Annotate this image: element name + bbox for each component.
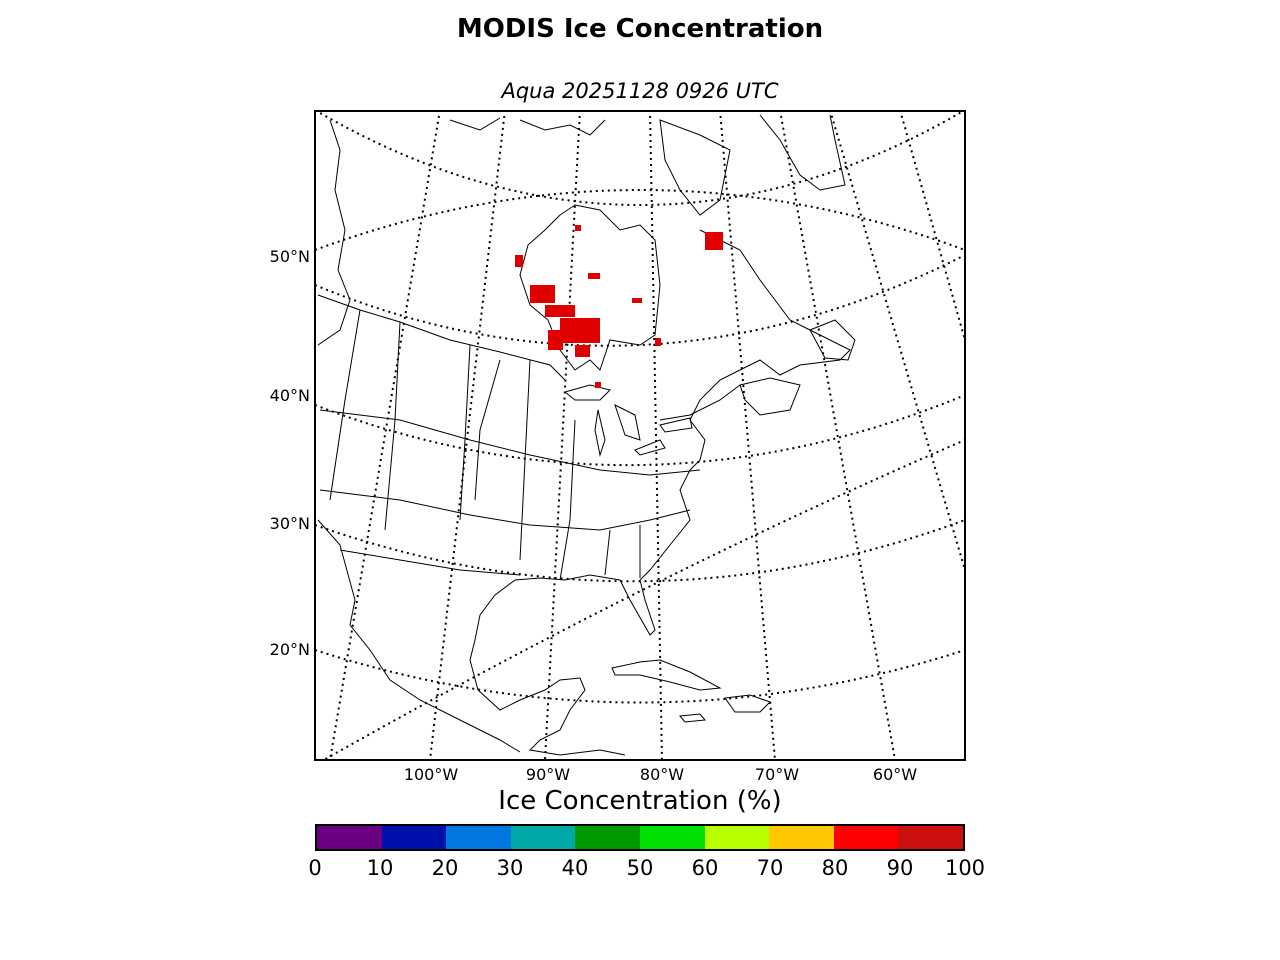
ice-concentration-pixels (515, 225, 723, 388)
colorbar (315, 824, 965, 851)
political-borders (317, 294, 741, 581)
colorbar-segment (317, 826, 382, 849)
lat-label-40: 40°N (269, 386, 310, 405)
colorbar-segment (510, 826, 576, 849)
lon-label-70w: 70°W (754, 765, 800, 784)
lat-label-30: 30°N (269, 514, 310, 533)
colorbar-segment (769, 826, 834, 849)
lat-label-50: 50°N (269, 247, 310, 266)
colorbar-tick-label: 90 (886, 856, 914, 880)
chart-subtitle: Aqua 20251128 0926 UTC (501, 79, 779, 103)
map-frame (314, 110, 966, 761)
colorbar-tick-label: 100 (944, 856, 986, 880)
lat-label-20: 20°N (269, 640, 310, 659)
colorbar-tick-label: 70 (756, 856, 784, 880)
colorbar-segment (704, 826, 770, 849)
colorbar-tick-label: 10 (366, 856, 394, 880)
colorbar-segment (575, 826, 640, 849)
colorbar-tick-label: 20 (431, 856, 459, 880)
colorbar-segment (639, 826, 705, 849)
colorbar-segment (898, 826, 963, 849)
lon-label-90w: 90°W (525, 765, 571, 784)
colorbar-tick-label: 30 (496, 856, 524, 880)
colorbar-tick-label: 40 (561, 856, 589, 880)
colorbar-tick-label: 80 (821, 856, 849, 880)
colorbar-segment (833, 826, 899, 849)
colorbar-label: Ice Concentration (%) (498, 786, 782, 816)
colorbar-tick-label: 60 (691, 856, 719, 880)
lon-label-100w: 100°W (403, 765, 459, 784)
great-lakes (563, 384, 693, 457)
chart-title: MODIS Ice Concentration (456, 14, 824, 44)
colorbar-tick-label: 50 (626, 856, 654, 880)
graticule (315, 111, 965, 760)
coastlines (317, 114, 856, 756)
lon-label-80w: 80°W (639, 765, 685, 784)
lon-label-60w: 60°W (872, 765, 918, 784)
colorbar-tick-label: 0 (308, 856, 322, 880)
colorbar-segment (381, 826, 447, 849)
colorbar-segment (446, 826, 511, 849)
